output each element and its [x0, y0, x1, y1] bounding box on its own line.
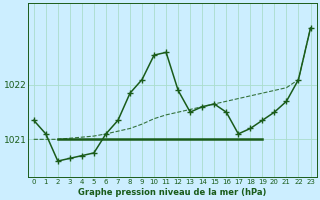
X-axis label: Graphe pression niveau de la mer (hPa): Graphe pression niveau de la mer (hPa) [78, 188, 266, 197]
